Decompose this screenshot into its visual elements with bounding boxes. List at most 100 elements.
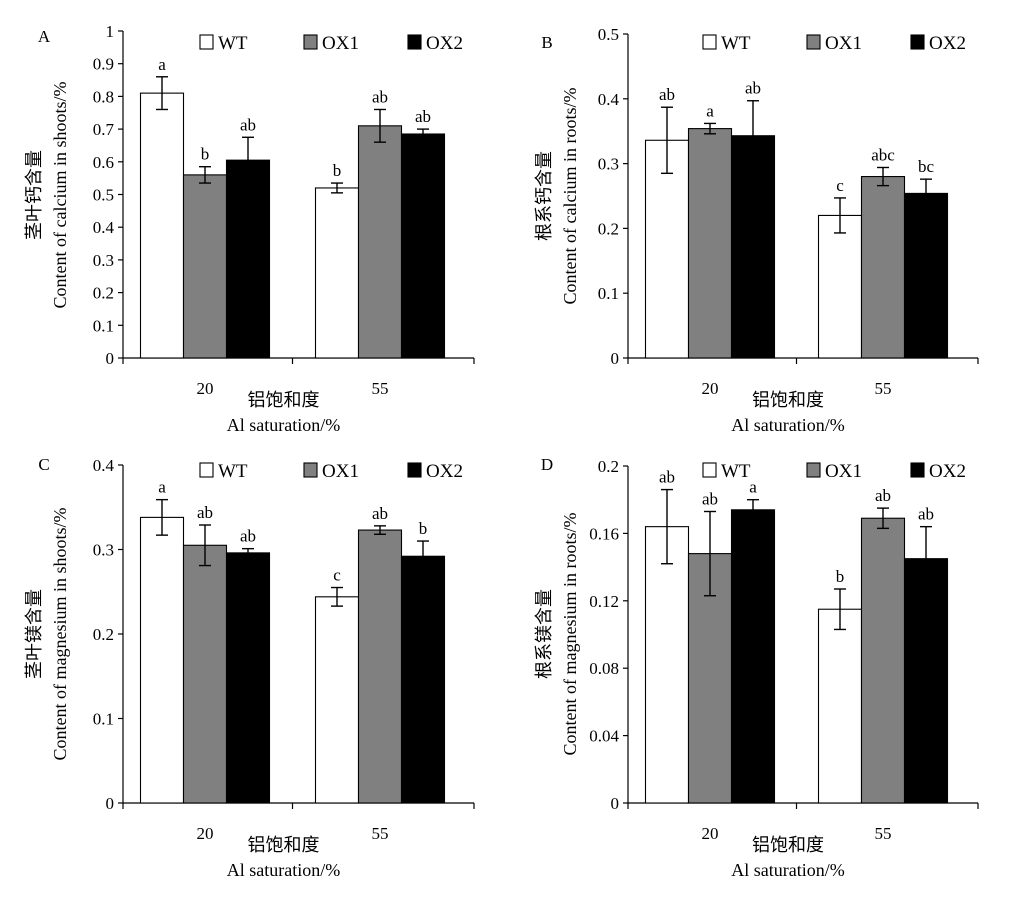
y-tick-label: 0.1 [598,284,619,303]
y-tick-label: 0.5 [93,186,114,205]
significance-label: b [419,519,428,538]
x-tick-label: 55 [372,824,389,843]
panel-letter: D [541,455,553,474]
significance-label: ab [659,468,675,487]
bar-wt-20 [139,516,185,804]
bar-ox2-20 [730,135,776,359]
legend-swatch-ox1 [303,34,318,50]
y-axis-label-en: Content of calcium in shoots/% [50,82,70,309]
bar-wt-55 [314,596,360,804]
legend-swatch-ox1 [806,462,821,478]
legend-swatch-wt [199,462,214,478]
x-tick-label: 20 [702,379,719,398]
bar-wt-55 [314,187,360,359]
y-tick-label: 0.2 [93,625,114,644]
panel-letter: B [541,33,552,52]
legend-swatch-ox2 [407,462,422,478]
x-tick-label: 20 [197,379,214,398]
significance-label: ab [372,504,388,523]
significance-label: c [333,566,341,585]
y-tick-label: 0 [611,794,620,813]
legend-label-wt: WT [721,461,751,482]
y-tick-label: 0.2 [598,457,619,476]
y-tick-label: 0.04 [589,727,619,746]
legend-label-ox1: OX1 [322,461,359,482]
y-tick-label: 0.08 [589,659,619,678]
bar-ox2-55 [903,192,949,359]
y-tick-label: 0.2 [93,284,114,303]
y-tick-label: 0 [106,349,115,368]
y-tick-label: 0.1 [93,316,114,335]
panel-letter: A [38,27,51,46]
bar-wt-20 [644,139,690,359]
y-tick-label: 0.1 [93,710,114,729]
x-axis-label-en: Al saturation/% [731,860,844,880]
bar-wt-55 [817,608,863,804]
significance-label: ab [197,503,213,522]
y-tick-label: 1 [106,22,115,41]
significance-label: a [158,55,166,74]
significance-label: ab [240,527,256,546]
legend-swatch-wt [702,34,717,50]
significance-label: a [158,478,166,497]
chart-panel-c: C 0 0.1 0.2 0.3 0.4 20 55 铝饱和度 Al saturation/% 茎叶镁… [24,455,475,880]
legend-label-ox1: OX1 [825,33,862,54]
bar-ox2-55 [400,555,446,804]
bar-ox2-20 [225,159,271,359]
legend-swatch-ox1 [303,462,318,478]
significance-label: ab [918,505,934,524]
bar-wt-55 [817,214,863,359]
bar-ox1-20 [182,174,228,359]
y-tick-label: 0.3 [93,541,114,560]
chart-panel-b: B 0 0.1 0.2 0.3 0.4 0.5 20 55 铝饱和度 Al saturation/%… [534,25,979,435]
bar-ox1-20 [182,544,228,804]
y-tick-label: 0.5 [598,25,619,44]
legend-label-wt: WT [721,33,751,54]
y-tick-label: 0 [106,794,115,813]
bar-ox2-20 [730,509,776,804]
y-tick-label: 0.16 [589,524,619,543]
x-tick-label: 55 [372,379,389,398]
x-axis-label-en: Al saturation/% [731,415,844,435]
y-tick-label: 0.4 [93,456,115,475]
legend-label-ox2: OX2 [929,33,966,54]
significance-label: ab [240,115,256,134]
bar-ox1-55 [860,517,906,804]
significance-label: a [749,478,757,497]
x-axis-label-en: Al saturation/% [227,860,340,880]
bar-ox2-55 [903,558,949,804]
significance-label: b [201,145,210,164]
significance-label: c [836,176,844,195]
y-tick-label: 0.3 [93,251,114,270]
significance-label: ab [659,85,675,104]
legend-label-ox2: OX2 [426,461,463,482]
significance-label: b [333,161,342,180]
legend-swatch-ox2 [910,462,925,478]
x-axis-label-cn: 铝饱和度 [248,835,320,855]
significance-label: abc [871,145,895,164]
significance-label: a [706,101,714,120]
chart-panel-d: D 0 0.04 0.08 0.12 0.16 0.2 20 55 铝饱和度 Al saturati… [534,455,979,880]
significance-label: ab [702,489,718,508]
bar-ox1-55 [860,176,906,359]
significance-label: bc [918,157,935,176]
y-axis-label-cn: 根系钙含量 [534,151,554,241]
x-tick-label: 20 [702,824,719,843]
x-tick-label: 20 [197,824,214,843]
y-tick-label: 0.2 [598,219,619,238]
y-axis-label-cn: 根系镁含量 [534,589,554,679]
bar-ox2-20 [225,552,271,804]
y-tick-label: 0.7 [93,120,115,139]
y-tick-label: 0.8 [93,87,114,106]
legend-swatch-ox1 [806,34,821,50]
x-axis-label-cn: 铝饱和度 [752,390,824,410]
panel-letter: C [38,455,49,474]
bar-ox2-55 [400,133,446,359]
legend-label-ox2: OX2 [929,461,966,482]
significance-label: ab [745,79,761,98]
significance-label: ab [372,87,388,106]
y-tick-label: 0.4 [93,218,115,237]
legend-swatch-ox2 [407,34,422,50]
bar-ox1-55 [357,529,403,804]
